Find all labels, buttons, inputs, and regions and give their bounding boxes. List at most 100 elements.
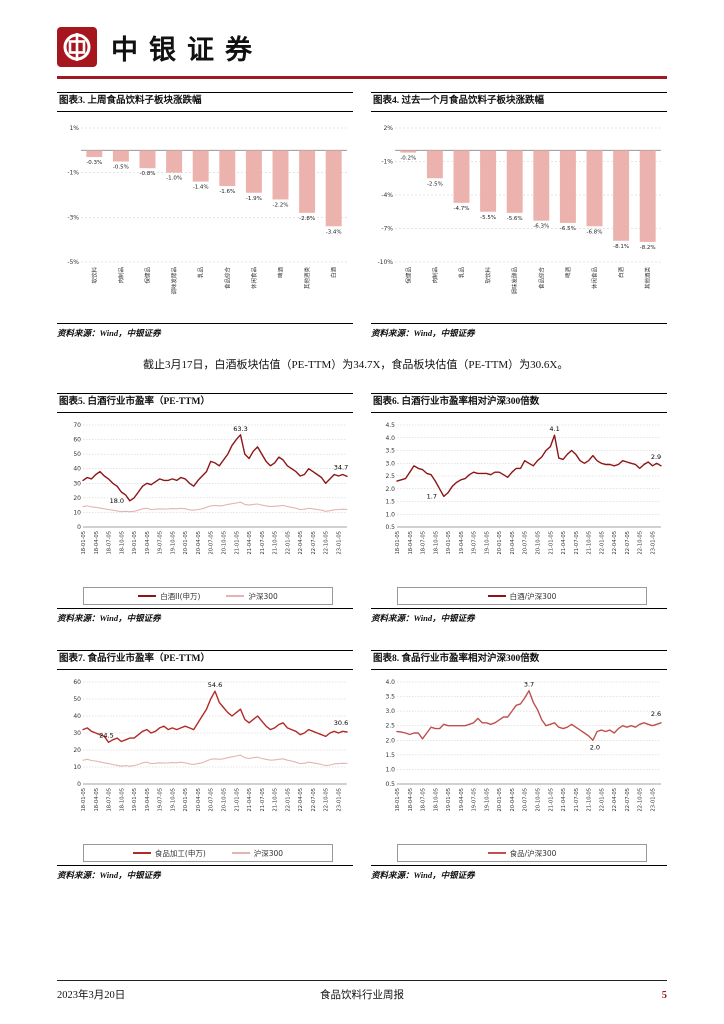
svg-text:2.5: 2.5 <box>385 473 395 480</box>
svg-text:18-04-05: 18-04-05 <box>94 531 100 555</box>
svg-text:21-07-05: 21-07-05 <box>574 531 580 555</box>
svg-text:60: 60 <box>73 679 81 686</box>
svg-text:-5.5%: -5.5% <box>480 215 496 221</box>
svg-text:-5.6%: -5.6% <box>507 216 523 222</box>
legend-swatch <box>487 595 506 598</box>
svg-text:20-04-05: 20-04-05 <box>510 531 516 555</box>
svg-text:21-04-05: 21-04-05 <box>561 531 567 555</box>
weekly-subsector-bar-chart: 1% -1% -3% -5% -0.3% 软饮料 -0.5% 肉制品 -0.8% 保健品 -1.0%… <box>67 125 347 294</box>
svg-text:-6.5%: -6.5% <box>560 226 576 232</box>
svg-text:-8.1%: -8.1% <box>613 244 629 250</box>
svg-text:20-10-05: 20-10-05 <box>222 788 228 812</box>
legend-swatch <box>132 852 151 855</box>
svg-text:22-10-05: 22-10-05 <box>638 788 644 812</box>
baijiu-relative-pe-line-chart: 0.5 1.0 1.5 2.0 2.5 3.0 3.5 4.0 4.5 18-01-05 18-04… <box>385 422 662 555</box>
svg-text:18-01-05: 18-01-05 <box>395 531 401 555</box>
svg-text:18-01-05: 18-01-05 <box>395 788 401 812</box>
svg-text:-0.5%: -0.5% <box>113 164 129 170</box>
svg-text:其他酒类: 其他酒类 <box>644 266 652 289</box>
figure-4-title: 图表4. 过去一个月食品饮料子板块涨跌幅 <box>371 92 667 112</box>
svg-text:-1%: -1% <box>381 158 393 165</box>
svg-text:-7%: -7% <box>381 225 393 232</box>
legend-label: 白酒II(申万) <box>160 591 201 601</box>
svg-text:20-07-05: 20-07-05 <box>523 788 529 812</box>
svg-text:19-10-05: 19-10-05 <box>170 531 176 555</box>
svg-text:18-07-05: 18-07-05 <box>107 531 113 555</box>
legend-swatch <box>487 852 506 855</box>
svg-text:18-01-05: 18-01-05 <box>81 788 87 812</box>
svg-text:4.0: 4.0 <box>385 435 395 442</box>
monthly-subsector-bar-chart: 2% -1% -4% -7% -10% -0.2% 保健品 -2.5% 肉制品 -4.7% 乳品 -5… <box>377 125 661 294</box>
svg-text:22-04-05: 22-04-05 <box>298 788 304 812</box>
figure-5-legend: 白酒II(申万) 沪深300 <box>83 587 333 606</box>
legend-label: 食品/沪深300 <box>509 848 557 858</box>
legend-item: 白酒II(申万) <box>138 591 200 602</box>
svg-text:啤酒: 啤酒 <box>277 266 285 278</box>
legend-item: 食品/沪深300 <box>487 848 557 859</box>
legend-label: 沪深300 <box>248 591 278 601</box>
svg-text:-0.2%: -0.2% <box>400 155 416 161</box>
svg-text:-1.0%: -1.0% <box>166 176 182 182</box>
svg-text:肉制品: 肉制品 <box>431 266 439 283</box>
svg-text:-0.3%: -0.3% <box>86 160 102 166</box>
svg-text:60: 60 <box>73 437 81 444</box>
svg-text:4.5: 4.5 <box>385 422 395 429</box>
svg-text:20-01-05: 20-01-05 <box>497 531 503 555</box>
figure-row-bars: 图表3. 上周食品饮料子板块涨跌幅 1% -1% -3% -5% -0.3% 软饮料 -0.… <box>57 92 667 339</box>
boc-logo-icon <box>57 27 97 67</box>
svg-text:34.7: 34.7 <box>334 464 348 472</box>
baijiu-pe-line-chart: 0 10 20 30 40 50 60 70 18-01-05 18-04-05 18-07-05 1… <box>73 422 348 555</box>
svg-text:21-07-05: 21-07-05 <box>574 788 580 812</box>
svg-text:50: 50 <box>73 451 81 458</box>
legend-label: 食品加工(申万) <box>154 848 206 858</box>
legend-item: 沪深300 <box>226 591 278 602</box>
svg-text:19-01-05: 19-01-05 <box>132 531 138 555</box>
svg-text:20: 20 <box>73 495 81 502</box>
svg-text:22-07-05: 22-07-05 <box>625 531 631 555</box>
svg-text:3.5: 3.5 <box>385 694 395 701</box>
figure-6-source: 资料来源：Wind，中银证券 <box>371 608 667 624</box>
svg-text:21-01-05: 21-01-05 <box>234 531 240 555</box>
svg-text:18-07-05: 18-07-05 <box>107 788 113 812</box>
svg-text:1.0: 1.0 <box>385 767 395 774</box>
svg-text:21-04-05: 21-04-05 <box>247 788 253 812</box>
svg-text:18-07-05: 18-07-05 <box>421 531 427 555</box>
svg-text:-1.9%: -1.9% <box>246 196 262 202</box>
svg-text:-3%: -3% <box>67 214 79 221</box>
svg-text:20-10-05: 20-10-05 <box>536 531 542 555</box>
svg-text:18.0: 18.0 <box>110 497 124 505</box>
svg-text:白酒: 白酒 <box>617 266 625 278</box>
svg-text:21-04-05: 21-04-05 <box>247 531 253 555</box>
figure-3-source: 资料来源：Wind，中银证券 <box>57 322 353 339</box>
svg-text:10: 10 <box>73 764 81 771</box>
svg-text:1%: 1% <box>69 125 79 132</box>
legend-item: 沪深300 <box>231 848 283 859</box>
svg-text:20-01-05: 20-01-05 <box>497 788 503 812</box>
svg-text:-10%: -10% <box>377 259 393 266</box>
svg-text:2.0: 2.0 <box>590 743 600 751</box>
svg-text:20-07-05: 20-07-05 <box>209 788 215 812</box>
svg-text:-6.8%: -6.8% <box>587 229 603 235</box>
svg-text:19-07-05: 19-07-05 <box>158 788 164 812</box>
svg-text:-2.5%: -2.5% <box>427 181 443 187</box>
svg-text:-3.4%: -3.4% <box>326 229 342 235</box>
figure-8-legend: 食品/沪深300 <box>397 844 647 863</box>
valuation-paragraph: 截止3月17日，白酒板块估值（PE-TTM）为34.7X，食品板块估值（PE-T… <box>143 358 569 371</box>
svg-text:22-10-05: 22-10-05 <box>324 531 330 555</box>
svg-text:30.6: 30.6 <box>334 719 348 727</box>
figure-3-title: 图表3. 上周食品饮料子板块涨跌幅 <box>57 92 353 112</box>
svg-text:23-01-05: 23-01-05 <box>336 531 342 555</box>
svg-text:19-10-05: 19-10-05 <box>170 788 176 812</box>
svg-text:19-10-05: 19-10-05 <box>484 531 490 555</box>
svg-text:22-04-05: 22-04-05 <box>612 788 618 812</box>
svg-text:0.5: 0.5 <box>385 524 395 531</box>
svg-text:22-10-05: 22-10-05 <box>638 531 644 555</box>
figure-7-source: 资料来源：Wind，中银证券 <box>57 865 353 881</box>
svg-text:2.5: 2.5 <box>385 723 395 730</box>
svg-text:20-01-05: 20-01-05 <box>183 531 189 555</box>
svg-text:调味发酵品: 调味发酵品 <box>170 266 178 294</box>
figure-4: 图表4. 过去一个月食品饮料子板块涨跌幅 2% -1% -4% -7% -10% -0.2… <box>371 92 667 339</box>
svg-text:食品综合: 食品综合 <box>223 266 231 289</box>
svg-text:22-04-05: 22-04-05 <box>298 531 304 555</box>
